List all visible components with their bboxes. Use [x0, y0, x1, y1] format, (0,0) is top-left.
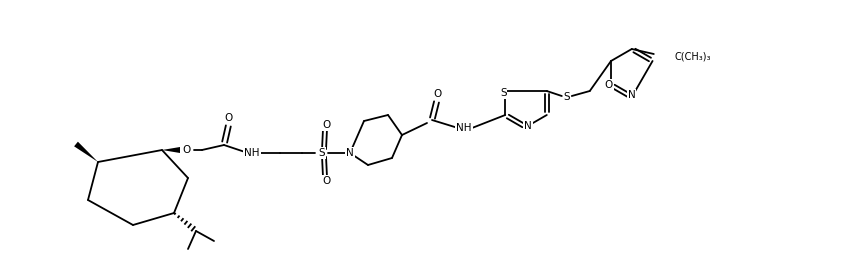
Text: NH: NH: [456, 123, 472, 133]
Text: NH: NH: [244, 148, 259, 158]
Text: S: S: [318, 148, 325, 158]
Text: N: N: [628, 90, 636, 100]
Polygon shape: [74, 142, 98, 162]
Text: O: O: [434, 89, 443, 99]
Text: C(CH₃)₃: C(CH₃)₃: [675, 51, 711, 61]
Text: O: O: [605, 80, 613, 90]
Text: O: O: [183, 145, 191, 155]
Text: O: O: [225, 113, 233, 123]
Text: N: N: [524, 121, 532, 131]
Text: O: O: [323, 176, 331, 186]
Text: S: S: [500, 88, 507, 98]
Text: O: O: [323, 120, 331, 130]
Text: N: N: [346, 148, 354, 158]
Polygon shape: [162, 147, 180, 153]
Text: S: S: [563, 92, 570, 102]
